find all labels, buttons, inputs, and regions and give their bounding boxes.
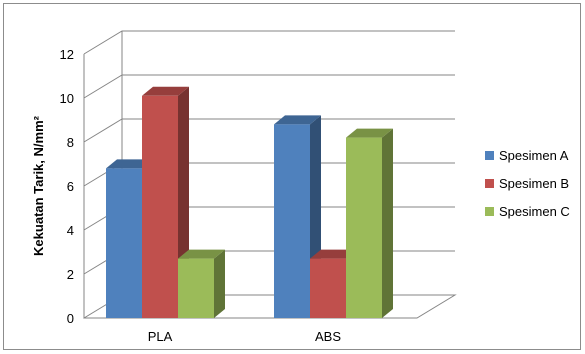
legend-item: Spesimen A [485,148,569,163]
legend-swatch [485,207,494,216]
y-tick-label: 4 [67,223,74,238]
gridline [83,30,455,55]
legend-item: Spesimen B [485,176,569,191]
legend-swatch [485,151,494,160]
y-tick-label: 0 [67,311,74,326]
bars [106,86,393,319]
legend-swatch [485,179,494,188]
y-tick-label: 12 [60,47,74,62]
legend-label: Spesimen A [499,148,569,163]
legend: Spesimen A Spesimen B Spesimen C [485,148,570,219]
legend-label: Spesimen C [499,204,570,219]
bar [178,249,225,318]
bar-side [214,249,225,318]
bar-front [178,258,214,318]
bar-top [310,249,357,259]
y-tick-label: 8 [67,135,74,150]
bar [274,115,321,319]
gridline [83,118,455,143]
bar-top [274,115,321,125]
bar-side [382,128,393,318]
gridline [83,74,455,99]
bar-top [346,128,393,138]
bar-top [178,249,225,259]
x-tick-labels: PLA ABS [148,329,342,344]
bar-front [346,137,382,318]
bar-top [142,86,189,96]
y-axis-title: Kekuatan Tarik, N/mm² [31,115,46,256]
legend-label: Spesimen B [499,176,569,191]
y-tick-labels: 0 2 4 6 8 10 12 [60,47,74,326]
bar [346,128,393,318]
bar-top [106,159,153,169]
bar-front [274,124,310,319]
bar-front [142,95,178,318]
y-tick-label: 10 [60,91,74,106]
bar-front [106,168,142,318]
bar-front [310,258,346,318]
x-tick-label: ABS [315,329,341,344]
y-tick-label: 6 [67,179,74,194]
legend-item: Spesimen C [485,204,570,219]
y-tick-label: 2 [67,267,74,282]
x-tick-label: PLA [148,329,173,344]
